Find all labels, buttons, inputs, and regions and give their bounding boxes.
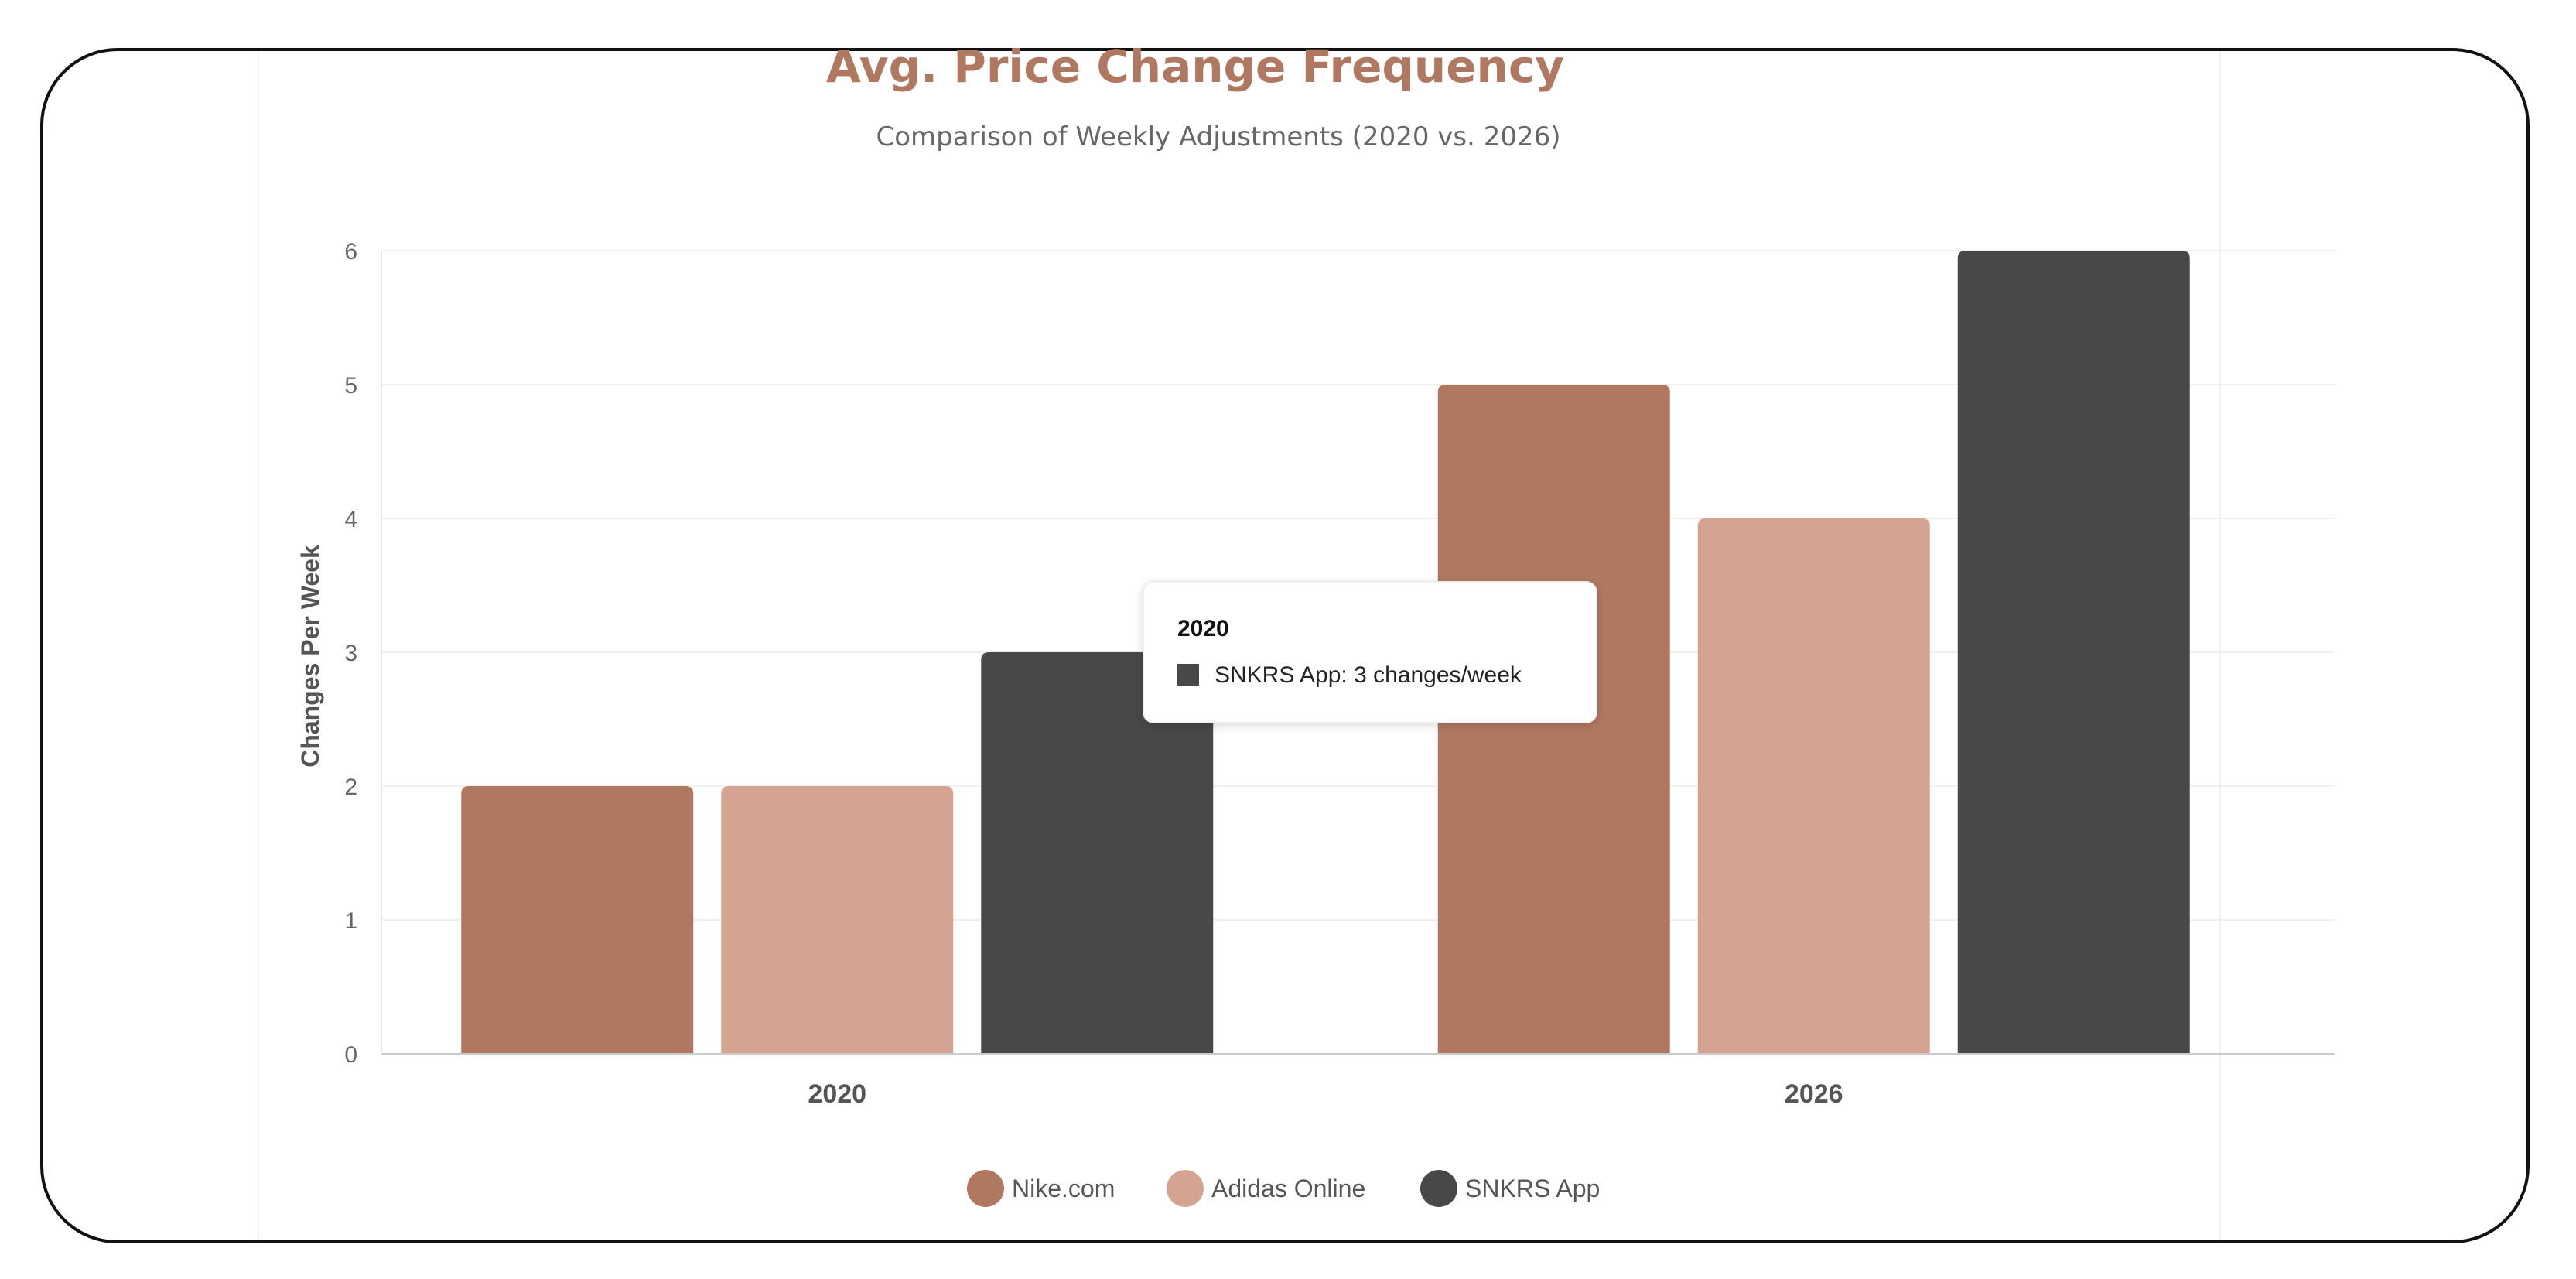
x-category-label: 2026: [1785, 1079, 1843, 1109]
y-tick-label: 6: [344, 239, 357, 265]
y-tick-label: 1: [344, 908, 357, 934]
tooltip-text: SNKRS App: 3 changes/week: [1215, 662, 1522, 688]
bar-snkrs-app-2020[interactable]: [981, 652, 1214, 1053]
y-tick-label: 0: [344, 1042, 357, 1068]
y-axis-ticks: 0 1 2 3 4 5 6: [344, 239, 357, 1068]
chart-subtitle: Comparison of Weekly Adjustments (2020 v…: [876, 121, 1560, 152]
chart-title: Avg. Price Change Frequency: [826, 40, 1564, 93]
y-tick-label: 4: [344, 507, 357, 532]
legend-label[interactable]: Nike.com: [1012, 1175, 1115, 1202]
legend: Nike.com Adidas Online SNKRS App: [967, 1170, 1600, 1207]
legend-label[interactable]: SNKRS App: [1465, 1175, 1600, 1202]
legend-swatch-adidas-online[interactable]: [1167, 1170, 1204, 1207]
tooltip: 2020 SNKRS App: 3 changes/week: [1143, 581, 1597, 723]
y-tick-label: 3: [344, 641, 357, 666]
legend-label[interactable]: Adidas Online: [1211, 1175, 1365, 1202]
bar-adidas-online-2026[interactable]: [1697, 518, 1930, 1053]
legend-swatch-snkrs-app[interactable]: [1420, 1170, 1457, 1207]
x-axis-categories: 2020 2026: [808, 1079, 1843, 1109]
tooltip-title: 2020: [1177, 616, 1229, 641]
y-axis-label: Changes Per Week: [296, 545, 324, 768]
bar-snkrs-app-2026[interactable]: [1957, 251, 2190, 1053]
chart-panel: [258, 51, 2221, 1240]
legend-swatch-nike-com[interactable]: [967, 1170, 1004, 1207]
y-tick-label: 2: [344, 775, 357, 800]
tooltip-swatch: [1177, 664, 1199, 686]
x-category-label: 2020: [808, 1079, 866, 1109]
bar-adidas-online-2020[interactable]: [721, 786, 954, 1053]
y-tick-label: 5: [344, 373, 357, 398]
tooltip-box: [1143, 581, 1597, 723]
bar-nike-com-2020[interactable]: [461, 786, 694, 1053]
